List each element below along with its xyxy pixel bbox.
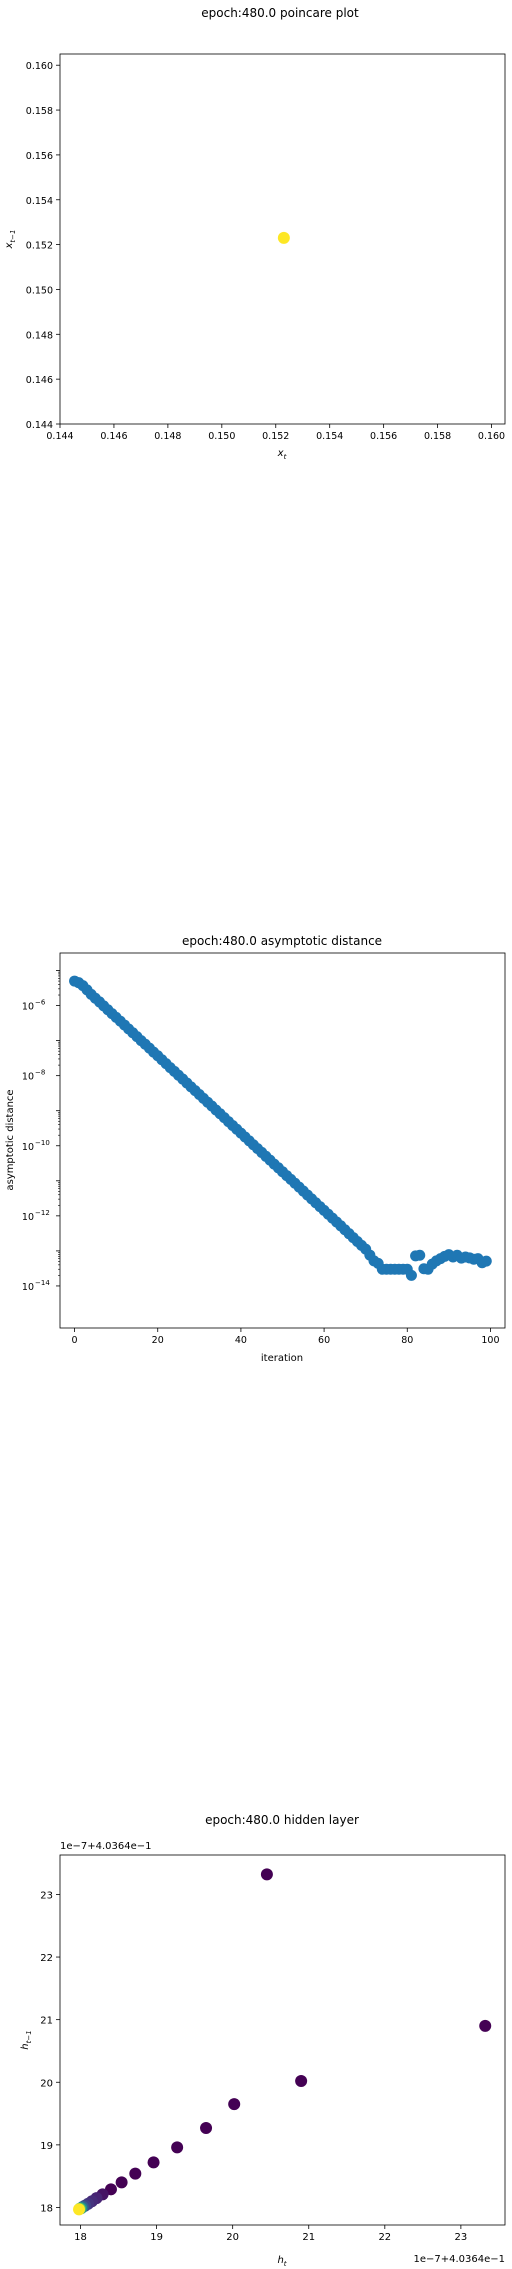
asymptotic-y-tick-exponent: −8 — [35, 1069, 45, 1077]
hidden-x-label: ht — [277, 2255, 286, 2268]
poincare-x-label: xt — [277, 448, 287, 461]
hidden-point — [148, 2156, 160, 2168]
asymptotic-x-tick-label: 0 — [72, 1335, 78, 1346]
poincare-x-tick-label: 0.144 — [46, 431, 73, 442]
asymptotic-y-tick-exponent: −10 — [35, 1139, 50, 1147]
asymptotic-y-tick-label: 10 — [22, 1142, 34, 1153]
poincare-x-tick-label: 0.152 — [262, 431, 289, 442]
poincare-x-tick-label: 0.146 — [100, 431, 127, 442]
asymptotic-x-tick-label: 60 — [318, 1335, 330, 1346]
asymptotic-x-label: iteration — [261, 1353, 303, 1364]
hidden-x-offset-label: 1e−7+4.0364e−1 — [413, 2254, 505, 2265]
asymptotic-y-tick-label: 10 — [22, 1072, 34, 1083]
poincare-x-tick-label: 0.150 — [208, 431, 235, 442]
poincare-chart: epoch:480.0 poincare plot 0.144 0.146 0.14… — [4, 6, 505, 461]
asymptotic-y-tick-exponent: −12 — [35, 1209, 50, 1217]
asymptotic-x-tick-label: 100 — [481, 1335, 499, 1346]
asymptotic-axes-frame — [60, 953, 505, 1328]
hidden-layer-chart: epoch:480.0 hidden layer 1e−7+4.0364e−1 … — [20, 1813, 505, 2268]
hidden-x-tick-label: 20 — [226, 2232, 239, 2243]
hidden-point — [228, 2098, 240, 2110]
hidden-point — [129, 2168, 141, 2180]
hidden-point — [171, 2141, 183, 2153]
hidden-point — [116, 2176, 128, 2188]
hidden-axes-frame — [60, 1855, 505, 2225]
hidden-x-tick-label: 21 — [302, 2232, 315, 2243]
hidden-y-tick-label: 22 — [40, 1953, 53, 1964]
asymptotic-x-tick-label: 80 — [401, 1335, 413, 1346]
poincare-x-tick-label: 0.158 — [424, 431, 451, 442]
poincare-point — [278, 232, 290, 244]
hidden-y-tick-label: 18 — [40, 2203, 53, 2214]
hidden-x-tick-label: 22 — [378, 2232, 391, 2243]
hidden-y-tick-label: 20 — [40, 2078, 53, 2089]
hidden-point — [295, 2075, 307, 2087]
hidden-y-tick-label: 23 — [40, 1890, 53, 1901]
poincare-y-tick-label: 0.150 — [26, 285, 53, 296]
hidden-x-tick-label: 18 — [74, 2232, 87, 2243]
asymptotic-y-tick-label: 10 — [22, 1002, 34, 1013]
hidden-y-offset-label: 1e−7+4.0364e−1 — [60, 1841, 152, 1852]
poincare-title: epoch:480.0 poincare plot — [201, 6, 359, 20]
poincare-y-tick-label: 0.146 — [26, 375, 53, 386]
hidden-point — [261, 1868, 273, 1880]
asymptotic-point — [414, 1250, 425, 1261]
asymptotic-title: epoch:480.0 asymptotic distance — [182, 934, 382, 948]
asymptotic-y-tick-exponent: −6 — [35, 999, 46, 1007]
asymptotic-point — [406, 1270, 417, 1281]
poincare-y-tick-label: 0.152 — [26, 241, 53, 252]
poincare-x-tick-label: 0.154 — [316, 431, 343, 442]
asymptotic-y-tick-exponent: −14 — [35, 1279, 50, 1287]
asymptotic-point — [481, 1256, 492, 1267]
poincare-x-tick-label: 0.160 — [478, 431, 505, 442]
poincare-x-tick-label: 0.156 — [370, 431, 397, 442]
asymptotic-distance-chart: epoch:480.0 asymptotic distance 0 20 40 60 8… — [5, 934, 505, 1364]
poincare-y-tick-label: 0.144 — [26, 420, 53, 431]
asymptotic-y-label: asymptotic distance — [5, 1089, 16, 1190]
poincare-y-label: xt−1 — [4, 230, 17, 250]
hidden-point — [200, 2122, 212, 2134]
hidden-y-tick-label: 19 — [40, 2141, 53, 2152]
hidden-title: epoch:480.0 hidden layer — [205, 1813, 359, 1827]
asymptotic-x-tick-label: 20 — [152, 1335, 164, 1346]
poincare-y-tick-label: 0.156 — [26, 151, 53, 162]
hidden-y-tick-label: 21 — [40, 2016, 53, 2027]
hidden-y-label: ht−1 — [20, 2030, 33, 2049]
asymptotic-x-tick-label: 40 — [235, 1335, 247, 1346]
hidden-point — [73, 2203, 85, 2215]
poincare-y-tick-label: 0.160 — [26, 61, 53, 72]
hidden-x-tick-label: 19 — [150, 2232, 163, 2243]
asymptotic-y-tick-label: 10 — [22, 1212, 34, 1223]
poincare-y-tick-label: 0.158 — [26, 106, 53, 117]
asymptotic-y-tick-label: 10 — [22, 1282, 34, 1293]
poincare-y-tick-label: 0.154 — [26, 196, 53, 207]
poincare-x-tick-label: 0.148 — [154, 431, 181, 442]
poincare-y-tick-label: 0.148 — [26, 330, 53, 341]
hidden-x-tick-label: 23 — [455, 2232, 468, 2243]
hidden-point — [479, 2020, 491, 2032]
